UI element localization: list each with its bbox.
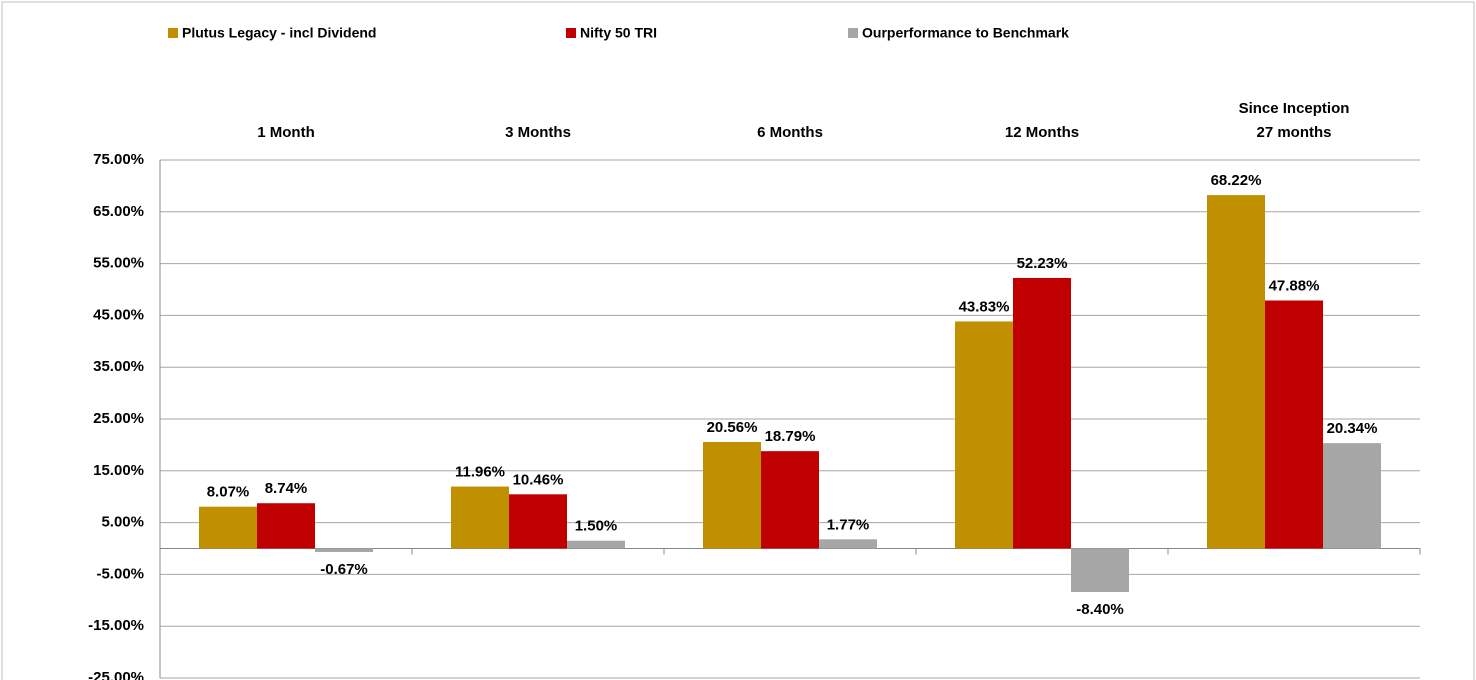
value-label: 20.34% [1327, 420, 1378, 437]
legend-label: Nifty 50 TRI [580, 25, 657, 41]
legend-swatch [168, 28, 178, 38]
bar [199, 506, 257, 549]
y-tick-label: 15.00% [93, 462, 144, 479]
y-tick-label: 75.00% [93, 151, 144, 168]
value-label: -0.67% [320, 561, 368, 578]
y-tick-label: -25.00% [88, 669, 144, 680]
value-label: 20.56% [707, 419, 758, 436]
category-label: Since Inception 27 months [1238, 100, 1350, 141]
bar [567, 540, 625, 549]
y-tick-label: -15.00% [88, 617, 144, 634]
value-label: 18.79% [765, 428, 816, 445]
legend-label: Ourperformance to Benchmark [862, 25, 1069, 41]
value-label: 1.77% [827, 516, 870, 533]
bar [1071, 548, 1129, 593]
legend-swatch [566, 28, 576, 38]
bar [703, 441, 761, 549]
bar [1207, 195, 1265, 549]
value-label: 43.83% [959, 298, 1010, 315]
legend-label: Plutus Legacy - incl Dividend [182, 25, 376, 41]
bar [1265, 300, 1323, 549]
bar [451, 486, 509, 549]
y-tick-label: 35.00% [93, 358, 144, 375]
bar [819, 539, 877, 549]
legend-swatch [848, 28, 858, 38]
y-tick-label: -5.00% [96, 565, 144, 582]
value-label: 8.07% [207, 484, 250, 501]
value-label: 52.23% [1017, 255, 1068, 272]
value-label: 68.22% [1211, 172, 1262, 189]
category-label: 3 Months [505, 124, 571, 141]
category-label: 1 Month [257, 124, 315, 141]
y-tick-label: 5.00% [101, 514, 144, 531]
bar [315, 548, 373, 552]
bar [257, 503, 315, 549]
y-tick-label: 25.00% [93, 410, 144, 427]
bar [1323, 443, 1381, 549]
y-tick-label: 55.00% [93, 255, 144, 272]
y-tick-label: 45.00% [93, 306, 144, 323]
value-label: 11.96% [455, 464, 505, 481]
category-label: 6 Months [757, 124, 823, 141]
bar [761, 451, 819, 549]
bar [955, 321, 1013, 549]
category-label: 12 Months [1004, 124, 1080, 141]
value-label: 10.46% [513, 471, 564, 488]
value-label: -8.40% [1076, 601, 1124, 618]
y-tick-label: 65.00% [93, 203, 144, 220]
value-label: 1.50% [575, 518, 618, 535]
value-label: 8.74% [265, 480, 308, 497]
bar [509, 494, 567, 549]
value-label: 47.88% [1269, 277, 1320, 294]
bar [1013, 277, 1071, 549]
